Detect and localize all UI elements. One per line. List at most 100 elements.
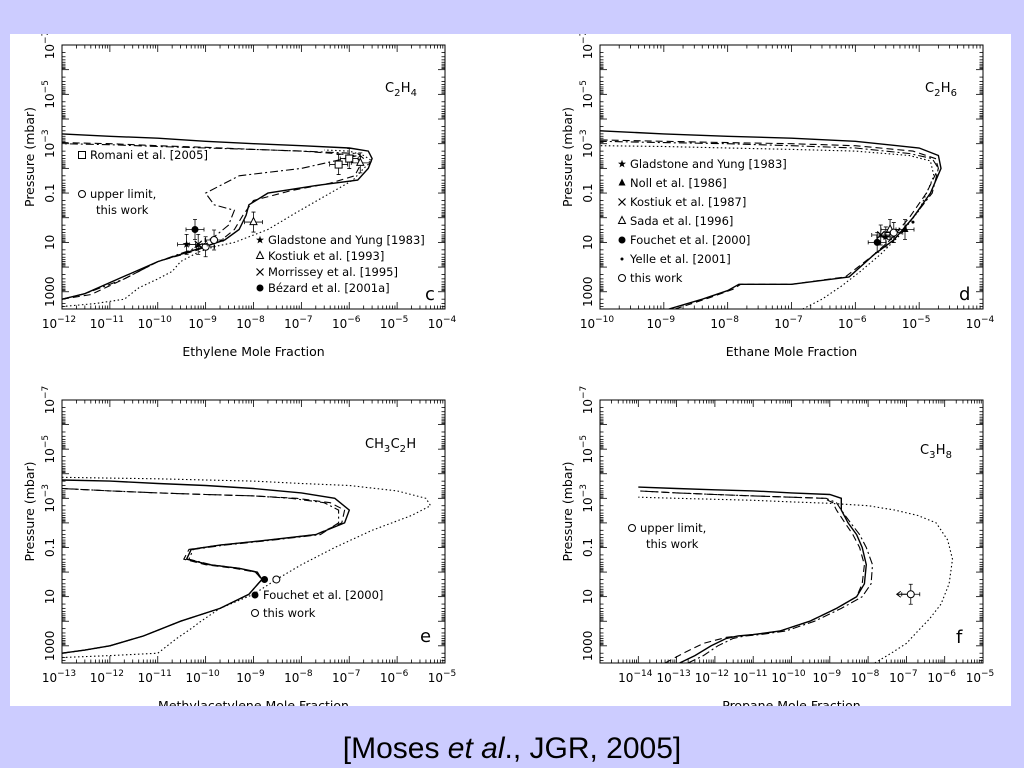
y-tick-label: 10−7 — [579, 34, 595, 59]
plot-frame — [61, 399, 446, 664]
data-point — [873, 238, 881, 246]
legend-entry: Bézard et al. [2001a] — [256, 281, 390, 295]
series-line-dotted — [638, 496, 954, 663]
data-point — [911, 220, 915, 224]
y-tick-label: 0.1 — [581, 184, 595, 203]
legend-label: this work — [96, 203, 149, 217]
x-tick-label: 10−13 — [42, 669, 76, 685]
data-point — [901, 225, 909, 232]
data-point — [191, 226, 199, 233]
x-tick-label: 10−6 — [927, 669, 956, 685]
legend-entry: Romani et al. [2005] — [78, 148, 208, 162]
chart-panel-c: 10−12 10−11 10−10 10−9 10−8 10−7 10−6 10−5 10−4 1… — [22, 34, 457, 359]
x-tick-label: 10−6 — [332, 315, 361, 331]
y-axis-label: Pressure (mbar) — [560, 107, 575, 207]
series-line-dashdot — [62, 487, 340, 654]
legend-marker — [618, 159, 626, 168]
y-tick-label: 10 — [581, 589, 595, 604]
upper-limit-arrow — [895, 590, 907, 598]
x-tick-label: 10−5 — [966, 669, 995, 685]
legend-marker — [256, 268, 264, 276]
series-line-dotted — [62, 476, 432, 659]
series-line-dashed — [600, 139, 939, 309]
legend-marker — [251, 609, 259, 617]
legend-marker — [78, 190, 86, 198]
legend-marker — [628, 524, 636, 532]
legend-marker — [618, 178, 626, 186]
legend-entry: Kostiuk et al. [1987] — [618, 195, 746, 209]
x-tick-label: 10−12 — [695, 669, 729, 685]
y-axis-label: Pressure (mbar) — [560, 461, 575, 561]
legend-marker — [255, 250, 265, 259]
citation: [Moses et al., JGR, 2005] — [0, 732, 1024, 766]
data-point — [355, 157, 365, 166]
series-line-solid — [638, 486, 868, 663]
legend-entry: this work — [96, 203, 149, 217]
y-tick-label: 1000 — [581, 631, 595, 662]
series-line-dashed — [62, 487, 346, 654]
x-tick-label: 10−6 — [838, 315, 867, 331]
y-axis-label: Pressure (mbar) — [22, 107, 37, 207]
panel-letter: c — [425, 284, 435, 305]
series-line-dotted — [62, 149, 374, 308]
legend-label: this work — [263, 606, 316, 620]
legend-marker — [618, 274, 626, 282]
y-tick-label: 10−3 — [579, 484, 595, 513]
legend-label: Kostiuk et al. [1987] — [630, 195, 746, 209]
y-tick-label: 10−3 — [41, 129, 57, 158]
x-tick-label: 10−9 — [813, 669, 842, 685]
x-tick-label: 10−5 — [902, 315, 931, 331]
species-label: CH3 C2 H — [365, 437, 416, 455]
legend-marker — [251, 591, 259, 599]
legend-label: Romani et al. [2005] — [90, 148, 208, 162]
panel-letter: f — [956, 627, 963, 648]
x-tick-label: 10−14 — [618, 669, 653, 685]
legend-entry: Morrissey et al. [1995] — [256, 265, 398, 279]
legend-label: this work — [646, 537, 699, 551]
x-tick-label: 10−6 — [380, 669, 409, 685]
x-tick-label: 10−4 — [428, 315, 457, 331]
legend-entry: Gladstone and Yung [1983] — [256, 233, 425, 247]
y-tick-label: 0.1 — [581, 538, 595, 557]
species-label: C2 H4 — [385, 81, 417, 99]
data-point — [906, 590, 915, 599]
legend-entry: Yelle et al. [2001] — [620, 252, 731, 266]
x-tick-label: 10−4 — [966, 315, 995, 331]
legend-entry: this work — [646, 537, 699, 551]
chart-panel-f: 10−14 10−13 10−12 10−11 10−10 10−9 10−8 10−7 10−… — [560, 386, 994, 706]
x-tick-label: 10−8 — [710, 315, 739, 331]
x-tick-label: 10−10 — [771, 669, 806, 685]
x-tick-label: 10−7 — [332, 669, 361, 685]
legend-label: Sada et al. [1996] — [630, 214, 733, 228]
legend-label: Kostiuk et al. [1993] — [268, 249, 384, 263]
legend-entry: upper limit, — [628, 521, 706, 535]
y-tick-label: 10−5 — [41, 80, 57, 109]
x-axis-label: Ethane Mole Fraction — [726, 344, 857, 359]
x-tick-label: 10−11 — [90, 315, 124, 331]
chart-panel-e: 10−13 10−12 10−11 10−10 10−9 10−8 10−7 10−6 10−5… — [22, 386, 456, 706]
x-axis-label: Ethylene Mole Fraction — [182, 344, 324, 359]
x-tick-label: 10−5 — [380, 315, 409, 331]
legend-entry: Gladstone and Yung [1983] — [618, 157, 787, 171]
data-point — [182, 240, 191, 248]
x-tick-label: 10−12 — [90, 669, 124, 685]
legend-label: Noll et al. [1986] — [630, 176, 727, 190]
x-tick-label: 10−7 — [774, 315, 803, 331]
legend-entry: Fouchet et al. [2000] — [251, 588, 383, 602]
x-tick-label: 10−8 — [236, 315, 265, 331]
y-tick-label: 10−5 — [579, 435, 595, 464]
x-tick-label: 10−10 — [138, 315, 173, 331]
legend-label: Fouchet et al. [2000] — [630, 233, 750, 247]
series-line-solid — [600, 130, 942, 309]
x-tick-label: 10−12 — [42, 315, 76, 331]
legend-entry: Kostiuk et al. [1993] — [255, 249, 384, 263]
legend-label: Morrissey et al. [1995] — [268, 265, 398, 279]
legend-label: upper limit, — [90, 187, 156, 201]
y-tick-label: 10 — [43, 589, 57, 604]
x-tick-label: 10−8 — [851, 669, 880, 685]
legend-entry: this work — [251, 606, 316, 620]
y-tick-label: 10−3 — [41, 484, 57, 513]
x-tick-label: 10−11 — [733, 669, 767, 685]
y-tick-label: 0.1 — [43, 538, 57, 557]
citation-open: [Moses — [342, 732, 448, 765]
